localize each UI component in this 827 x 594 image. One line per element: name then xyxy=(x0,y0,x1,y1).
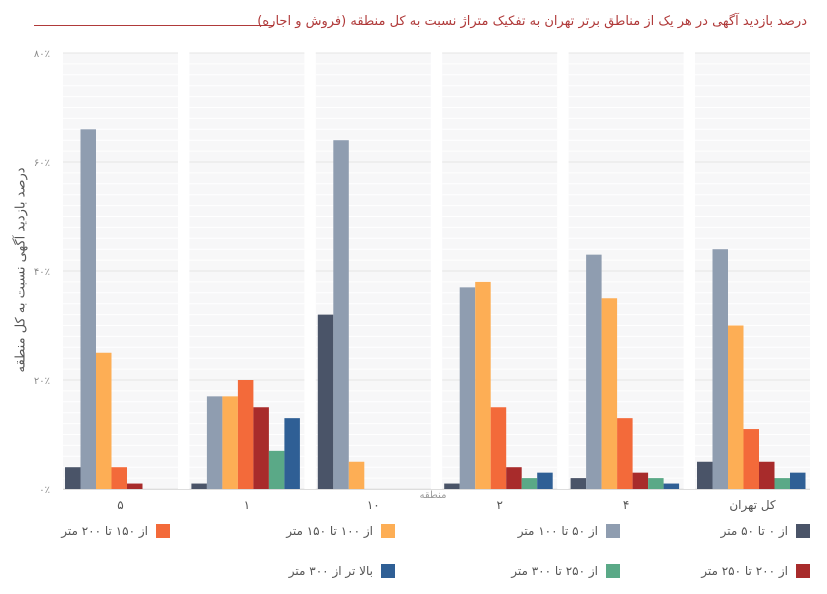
legend-swatch xyxy=(606,564,620,578)
category-label: ۴ xyxy=(623,498,629,512)
bar xyxy=(237,380,254,489)
legend-label: از ٢۵٠ تا ٣٠٠ متر xyxy=(511,564,598,578)
bar xyxy=(617,418,633,489)
bar xyxy=(663,483,680,489)
legend-item-150-200[interactable]: از ١۵٠ تا ٢٠٠ متر xyxy=(61,524,170,538)
category-label: ١ xyxy=(244,498,250,512)
category-label: ٢ xyxy=(496,498,502,512)
bar xyxy=(570,478,587,489)
bar xyxy=(601,298,618,489)
legend-label: از ٠ تا ۵٠ متر xyxy=(720,524,788,538)
legend-swatch xyxy=(156,524,170,538)
bar xyxy=(490,407,507,489)
y-tick-label: ٨٠٪ xyxy=(34,49,50,60)
bar xyxy=(743,429,759,489)
y-tick-label: ٢٠٪ xyxy=(34,376,50,387)
bar xyxy=(65,467,81,489)
bar xyxy=(759,461,775,489)
legend-label: از ٢٠٠ تا ٢۵٠ متر xyxy=(701,564,788,578)
bar xyxy=(111,467,127,489)
bar xyxy=(537,472,553,489)
bar xyxy=(444,483,460,489)
bar xyxy=(191,483,207,489)
bar xyxy=(222,396,238,489)
category-label: کل تهران xyxy=(729,498,776,513)
title-underline xyxy=(34,25,274,26)
legend-swatch xyxy=(796,524,810,538)
bar xyxy=(712,249,728,489)
y-tick-label: ٠٪ xyxy=(39,485,50,496)
bar xyxy=(586,254,602,489)
legend: از ٠ تا ۵٠ متر از ۵٠ تا ١٠٠ متر از ١٠٠ ت… xyxy=(30,524,810,584)
bar xyxy=(790,472,806,489)
bar xyxy=(253,407,269,489)
y-tick-label: ۶٠٪ xyxy=(34,158,50,169)
legend-item-over-300[interactable]: بالا تر از ٣٠٠ متر xyxy=(289,564,395,578)
bar xyxy=(648,478,664,489)
legend-swatch xyxy=(796,564,810,578)
bar xyxy=(475,281,491,489)
legend-item-0-50[interactable]: از ٠ تا ۵٠ متر xyxy=(721,524,810,538)
bar xyxy=(774,478,790,489)
legend-label: از ۵٠ تا ١٠٠ متر xyxy=(517,524,598,538)
bar xyxy=(506,467,522,489)
bar xyxy=(333,140,349,489)
bar xyxy=(206,396,223,489)
category-label: ١٠ xyxy=(367,498,380,512)
bar xyxy=(348,461,365,489)
bar xyxy=(284,418,300,489)
legend-swatch xyxy=(606,524,620,538)
bar xyxy=(96,352,112,489)
legend-label: بالا تر از ٣٠٠ متر xyxy=(288,564,373,578)
bar xyxy=(697,461,713,489)
legend-label: از ١۵٠ تا ٢٠٠ متر xyxy=(61,524,148,538)
bar xyxy=(268,450,285,489)
bar xyxy=(317,314,334,489)
legend-swatch xyxy=(381,524,395,538)
chart-title: درصد بازدید آگهی در هر یک از مناطق برتر … xyxy=(257,14,807,29)
legend-item-100-150[interactable]: از ١٠٠ تا ١۵٠ متر xyxy=(286,524,395,538)
legend-item-200-250[interactable]: از ٢٠٠ تا ٢۵٠ متر xyxy=(701,564,810,578)
category-label: ۵ xyxy=(117,498,123,512)
x-axis-title: منطقه xyxy=(420,490,447,501)
bar xyxy=(127,483,143,489)
bar xyxy=(459,287,476,489)
y-tick-label: ۴٠٪ xyxy=(34,267,50,278)
bar xyxy=(632,472,649,489)
bar-chart: ٠٪ ٢٠٪ ۴٠٪ ۶٠٪ ٨٠٪ ۵ ١ ١٠ ٢ ۴ کل تهران منطقه xyxy=(34,49,810,513)
bar xyxy=(728,325,744,489)
legend-item-50-100[interactable]: از ۵٠ تا ١٠٠ متر xyxy=(518,524,620,538)
bar xyxy=(521,478,538,489)
legend-swatch xyxy=(381,564,395,578)
legend-label: از ١٠٠ تا ١۵٠ متر xyxy=(286,524,373,538)
bar xyxy=(80,129,96,490)
legend-item-250-300[interactable]: از ٢۵٠ تا ٣٠٠ متر xyxy=(511,564,620,578)
